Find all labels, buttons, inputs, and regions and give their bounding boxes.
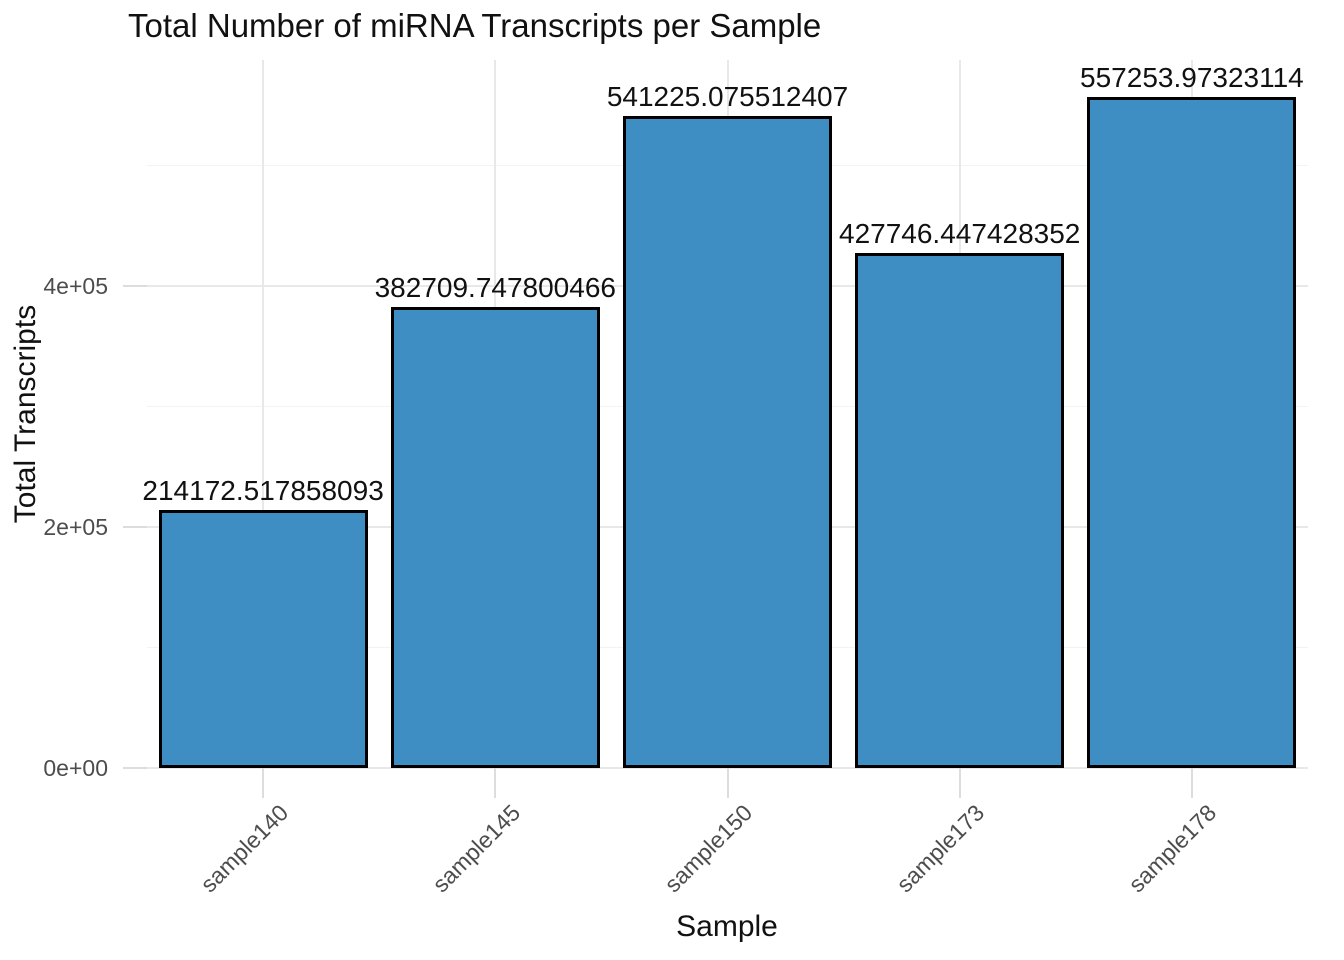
y-axis-title: Total Transcripts <box>9 304 42 524</box>
x-axis-tick-label-text: sample140 <box>194 799 293 898</box>
x-axis-tick-label-text: sample150 <box>659 799 758 898</box>
bar <box>855 252 1065 768</box>
y-axis-tick <box>123 284 147 287</box>
bar <box>1087 96 1297 768</box>
y-axis-tick-label: 0e+00 <box>43 755 108 781</box>
bar-value-label: 557253.97323114 <box>1080 61 1304 93</box>
y-axis-tick <box>123 767 147 769</box>
x-axis-tick <box>262 768 265 798</box>
x-axis-tick <box>958 768 961 798</box>
bar <box>158 509 368 768</box>
bar <box>390 306 600 768</box>
bar-value-label: 427746.447428352 <box>839 217 1081 249</box>
y-axis-tick-label: 4e+05 <box>43 272 108 299</box>
x-axis-tick <box>726 768 729 798</box>
vertical-gridline <box>262 60 265 768</box>
plot-panel: 214172.517858093 382709.747800466 541225.0… <box>142 60 1308 769</box>
bar-value-label: 382709.747800466 <box>374 271 616 303</box>
y-axis-tick-label: 2e+05 <box>43 513 108 540</box>
bar-value-label: 214172.517858093 <box>142 474 384 506</box>
x-axis-tick-label-text: sample178 <box>1123 799 1222 898</box>
x-axis-title: Sample <box>676 910 778 943</box>
x-axis-tick <box>1190 768 1193 798</box>
x-axis-tick <box>494 768 497 798</box>
y-axis-tick <box>123 525 147 528</box>
bar-value-label: 541225.075512407 <box>606 80 849 112</box>
chart-title: Total Number of miRNA Transcripts per Sa… <box>128 7 822 44</box>
x-axis-tick-label-text: sample145 <box>427 799 525 898</box>
bar <box>623 115 832 768</box>
x-axis-tick-label-text: sample173 <box>891 799 990 898</box>
